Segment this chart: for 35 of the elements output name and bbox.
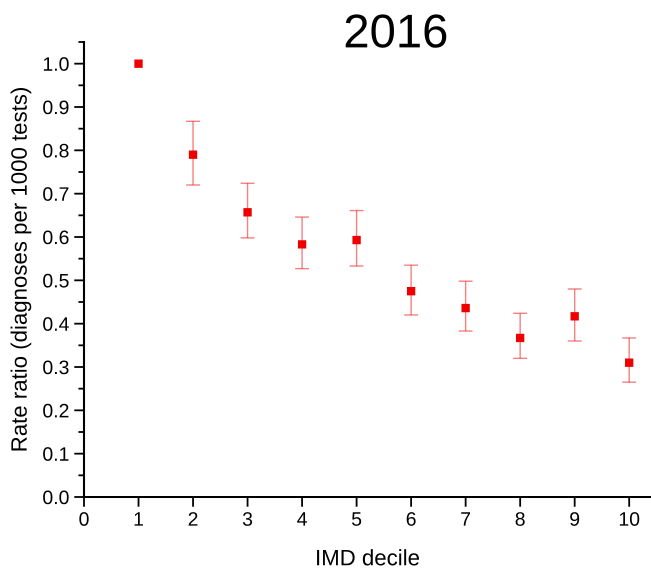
y-tick-label: 0.5 (43, 274, 69, 288)
y-tick-label: 0.2 (43, 404, 68, 418)
x-tick-label: 4 (297, 512, 307, 526)
chart-title: 2016 (346, 14, 446, 48)
y-tick-label: 0.4 (43, 317, 69, 331)
x-tick-label: 5 (352, 512, 362, 526)
point (516, 334, 524, 342)
point (352, 236, 361, 244)
y-tick-label: 0.8 (43, 144, 69, 158)
y-tick-label: 0.7 (43, 187, 68, 201)
point (298, 240, 306, 249)
x-axis-title: IMD decile (317, 549, 419, 566)
y-tick-label: 0.9 (43, 100, 68, 114)
x-tick-label: 6 (406, 512, 416, 526)
x-tick-label: 0 (79, 512, 89, 526)
y-axis-title: Rate ratio (diagnoses per 1000 tests) (10, 88, 32, 450)
y-tick-label: 0.6 (43, 230, 69, 244)
point (134, 60, 143, 68)
x-tick-label: 9 (570, 512, 580, 526)
point (570, 312, 579, 320)
point (406, 287, 416, 296)
x-tick-label: 10 (620, 512, 640, 526)
point (243, 208, 252, 216)
x-tick-label: 3 (242, 512, 252, 526)
y-tick-label: 0.1 (43, 447, 68, 461)
x-tick-label: 7 (461, 512, 470, 526)
x-tick-label: 8 (516, 512, 525, 526)
point (461, 304, 470, 312)
y-tick-label: 1.0 (44, 57, 69, 71)
x-tick-label: 1 (134, 512, 143, 526)
y-tick-label: 0.3 (43, 360, 69, 374)
y-tick-label: 0.0 (43, 490, 69, 504)
point (625, 358, 634, 367)
x-tick-label: 2 (188, 512, 198, 526)
point (188, 150, 198, 159)
